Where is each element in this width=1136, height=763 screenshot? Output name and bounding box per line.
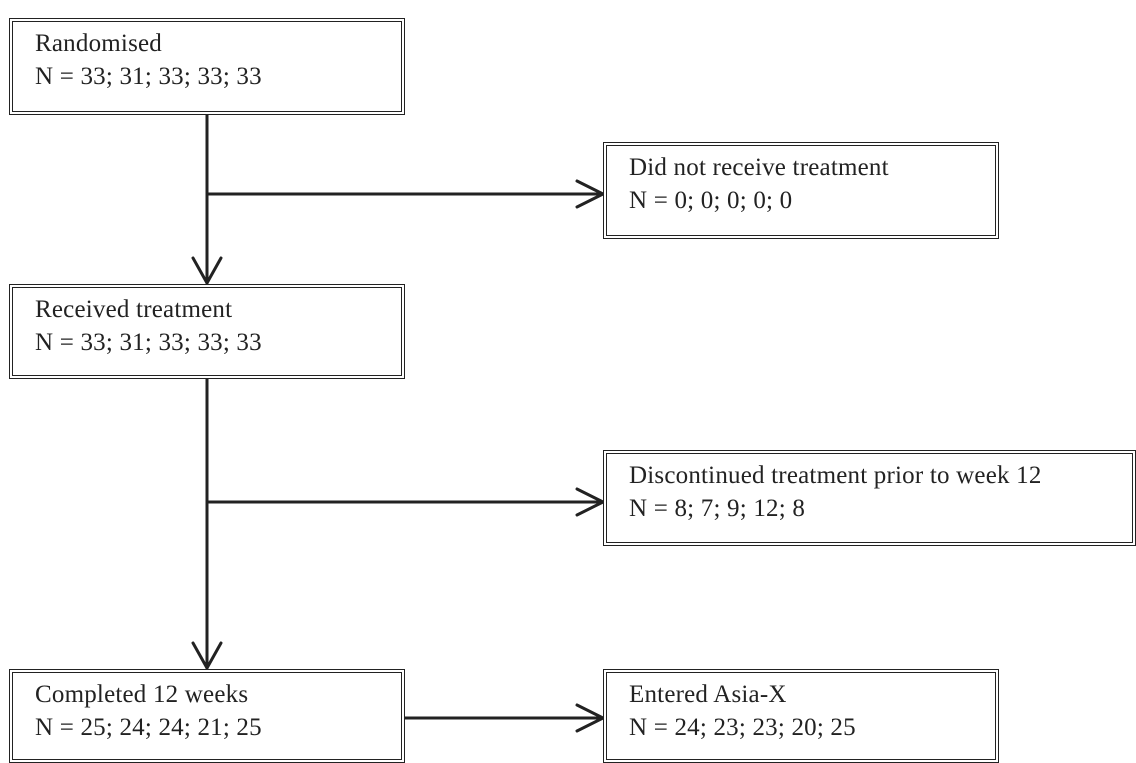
box-title: Completed 12 weeks [35,681,249,708]
box-discontinued-treatment: Discontinued treatment prior to week 12 … [603,450,1136,546]
box-count: N = 25; 24; 24; 21; 25 [35,714,262,741]
box-count: N = 33; 31; 33; 33; 33 [35,63,262,90]
box-count: N = 8; 7; 9; 12; 8 [629,495,806,522]
box-title: Discontinued treatment prior to week 12 [629,462,1042,489]
box-title: Did not receive treatment [629,154,889,181]
box-randomised: Randomised N = 33; 31; 33; 33; 33 [9,18,405,115]
box-count: N = 0; 0; 0; 0; 0 [629,187,793,214]
box-count: N = 33; 31; 33; 33; 33 [35,329,262,356]
arrowhead-received [191,256,223,285]
box-count: N = 24; 23; 23; 20; 25 [629,714,856,741]
arrowhead-completed [191,641,223,670]
box-title: Entered Asia-X [629,681,787,708]
box-did-not-receive-treatment: Did not receive treatment N = 0; 0; 0; 0… [603,142,999,239]
box-entered-asia-x: Entered Asia-X N = 24; 23; 23; 20; 25 [603,669,999,763]
box-received-treatment: Received treatment N = 33; 31; 33; 33; 3… [9,284,405,379]
box-completed-12-weeks: Completed 12 weeks N = 25; 24; 24; 21; 2… [9,669,405,763]
box-title: Received treatment [35,296,233,323]
box-title: Randomised [35,30,162,57]
